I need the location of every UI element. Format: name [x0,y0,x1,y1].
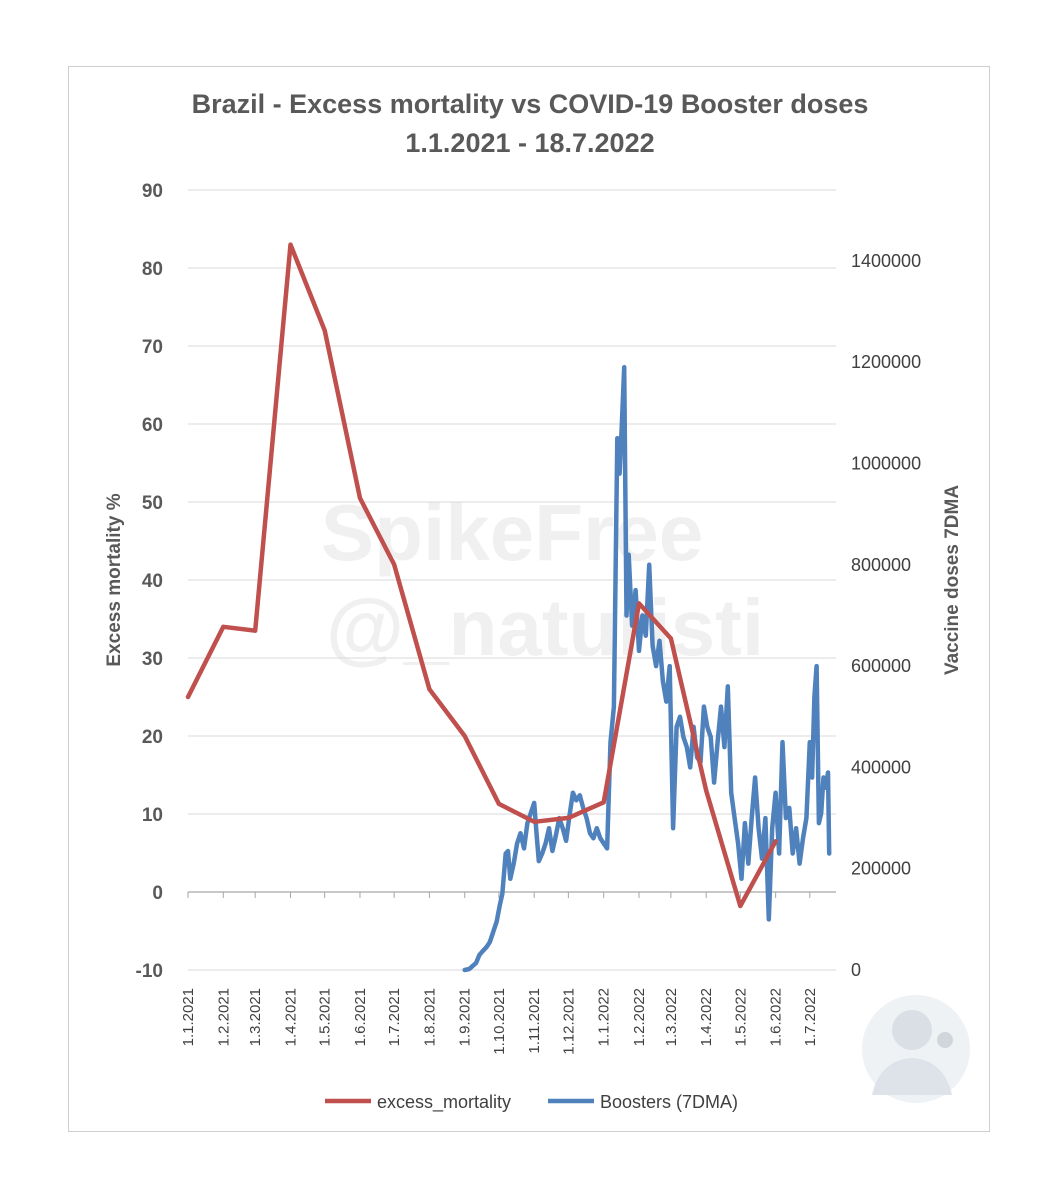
y2-tick-label: 1000000 [851,454,921,474]
chart-frame [68,66,990,1132]
y-tick-label: 40 [142,571,163,592]
y-tick-label: 70 [142,337,163,358]
y2-tick-label: 400000 [851,757,911,777]
x-tick-label: 1.2.2022 [631,988,648,1046]
watermark-line2: @_naturisti [326,583,764,672]
x-tick-label: 1.1.2021 [180,988,197,1046]
y-tick-label: 10 [142,805,163,826]
y-tick-label: 50 [142,493,163,514]
y2-axis-label: Vaccine doses 7DMA [942,485,963,675]
y2-tick-label: 0 [851,960,861,980]
legend: excess_mortality Boosters (7DMA) [325,1092,738,1113]
legend-label: excess_mortality [377,1092,511,1113]
x-tick-label: 1.12.2021 [560,988,577,1055]
gridlines [188,189,836,971]
y-tick-label: 20 [142,727,163,748]
y-axis-left: -10 0 10 20 30 40 50 60 70 80 90 [136,181,163,982]
x-tick-label: 1.3.2021 [247,988,264,1046]
watermark-line1: SpikeFree [321,488,703,577]
y2-tick-label: 200000 [851,859,911,879]
y-axis-label: Excess mortality % [104,493,125,666]
y2-tick-label: 1200000 [851,352,921,372]
y-tick-label: -10 [136,961,163,982]
x-tick-label: 1.6.2021 [352,988,369,1046]
y-tick-label: 0 [152,883,163,904]
x-tick-label: 1.7.2021 [386,988,403,1046]
y-tick-label: 30 [142,649,163,670]
x-tick-label: 1.11.2021 [526,988,543,1054]
x-axis: 1.1.2021 1.2.2021 1.3.2021 1.4.2021 1.5.2021… [180,892,819,1055]
y2-tick-label: 600000 [851,656,911,676]
x-tick-label: 1.1.2022 [596,988,613,1046]
x-tick-label: 1.5.2022 [732,988,749,1046]
x-tick-label: 1.9.2021 [457,988,474,1046]
x-tick-label: 1.7.2022 [802,988,819,1046]
x-tick-label: 1.5.2021 [317,988,334,1046]
legend-label: Boosters (7DMA) [600,1092,738,1112]
y2-tick-label: 1400000 [851,251,921,271]
x-tick-label: 1.2.2021 [215,988,232,1046]
y-tick-label: 60 [142,415,163,436]
series-line-excess-mortality [185,242,778,909]
chart-title: Brazil - Excess mortality vs COVID-19 Bo… [192,89,869,119]
y-axis-right: 0 200000 400000 600000 800000 1000000 1200000 1… [851,251,921,980]
y2-tick-label: 800000 [851,555,911,575]
y-tick-label: 80 [142,259,163,280]
x-tick-label: 1.4.2022 [698,988,715,1046]
x-tick-label: 1.10.2021 [491,988,508,1055]
x-tick-label: 1.6.2022 [768,988,785,1046]
x-tick-label: 1.4.2021 [282,988,299,1046]
watermark: SpikeFree @_naturisti [321,488,764,672]
series-line-boosters-7dma [462,365,832,973]
series-lines [185,242,832,973]
y-tick-label: 90 [142,181,163,202]
chart-subtitle: 1.1.2021 - 18.7.2022 [405,128,654,158]
x-tick-label: 1.3.2022 [663,988,680,1046]
avatar [862,995,970,1103]
x-tick-label: 1.8.2021 [421,988,438,1046]
